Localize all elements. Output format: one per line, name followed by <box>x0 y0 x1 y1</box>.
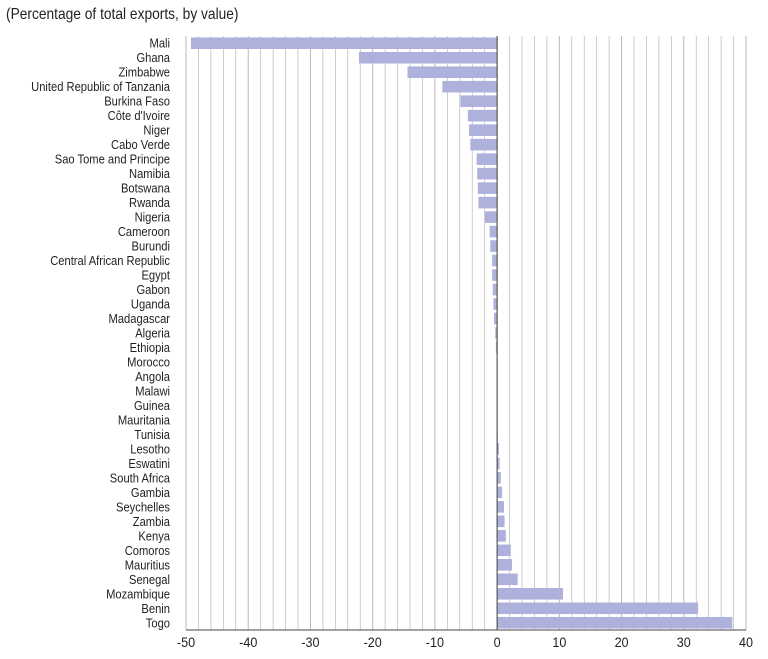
bar-mozambique <box>497 587 564 600</box>
bar-rwanda <box>478 196 498 209</box>
bar-togo <box>497 616 733 629</box>
category-label: Seychelles <box>116 500 170 515</box>
bar-seychelles <box>497 501 504 513</box>
x-tick-label: -10 <box>426 634 444 650</box>
category-label: Namibia <box>129 166 170 181</box>
category-label: Sao Tome and Principe <box>55 152 170 167</box>
category-label: Burundi <box>132 239 170 254</box>
category-label: Gambia <box>131 485 170 500</box>
category-label: Mozambique <box>106 586 170 601</box>
category-label: Benin <box>141 601 170 616</box>
category-label: Rwanda <box>129 195 170 210</box>
bar-nigeria <box>484 211 498 223</box>
bar-ethiopia <box>495 341 498 354</box>
category-label: Angola <box>135 369 170 384</box>
bar-eswatini <box>497 457 500 470</box>
bar-kenya <box>497 530 506 542</box>
category-label: South Africa <box>110 471 170 486</box>
gridlines <box>185 36 747 630</box>
bar-c-te-d-ivoire <box>467 109 498 122</box>
category-label: Algeria <box>135 326 170 341</box>
bar-central-african-republic <box>492 254 498 267</box>
bar-niger <box>469 124 498 136</box>
x-tick-label: -20 <box>364 634 382 650</box>
category-label: Mauritius <box>125 558 170 573</box>
bar-burkina-faso <box>460 95 498 107</box>
bar-mauritius <box>497 559 513 571</box>
category-label: Tunisia <box>134 427 170 442</box>
bar-mali <box>190 37 498 50</box>
x-tick-label: 20 <box>615 634 629 650</box>
chart-subtitle: (Percentage of total exports, by value) <box>6 6 239 23</box>
category-label: Cabo Verde <box>111 137 170 152</box>
x-tick-label: -30 <box>301 634 319 650</box>
category-label: Central African Republic <box>50 253 170 268</box>
bar-gabon <box>492 283 498 296</box>
bar-namibia <box>477 167 498 180</box>
category-label: Zambia <box>133 514 170 529</box>
bar-uganda <box>493 298 498 310</box>
bar-comoros <box>497 544 511 557</box>
x-tick-label: 10 <box>552 634 566 650</box>
bar-burundi <box>490 240 498 252</box>
axes <box>186 36 746 631</box>
bar-lesotho <box>497 443 499 455</box>
bar-algeria <box>495 327 498 339</box>
category-label: Gabon <box>136 282 170 297</box>
category-label: Madagascar <box>109 311 170 326</box>
category-label: Togo <box>146 615 170 630</box>
x-tick-label: 30 <box>677 634 691 650</box>
category-label: Burkina Faso <box>104 94 170 109</box>
bar-cabo-verde <box>470 138 498 151</box>
category-label: Senegal <box>129 572 170 587</box>
bar-zambia <box>497 515 505 528</box>
category-label: Cameroon <box>118 224 170 239</box>
category-label: Lesotho <box>130 442 170 457</box>
category-label: Zimbabwe <box>118 65 170 80</box>
category-label: Morocco <box>127 355 170 370</box>
category-label: United Republic of Tanzania <box>31 79 170 94</box>
x-tick-label: 0 <box>494 634 501 650</box>
x-tick-label: -50 <box>177 634 195 650</box>
x-tick-label: 40 <box>739 634 753 650</box>
category-label: Comoros <box>125 543 170 558</box>
category-label: Nigeria <box>135 210 171 225</box>
bars <box>190 37 733 629</box>
bar-madagascar <box>494 312 498 325</box>
x-tick-label: -40 <box>239 634 257 650</box>
bar-botswana <box>477 182 498 194</box>
category-label: Mauritania <box>118 413 170 428</box>
bar-benin <box>497 602 699 615</box>
bar-egypt <box>492 269 498 281</box>
category-label: Niger <box>143 123 170 138</box>
category-label: Ethiopia <box>130 340 171 355</box>
bar-ghana <box>358 51 498 64</box>
bar-senegal <box>497 573 518 586</box>
category-label: Guinea <box>134 398 170 413</box>
category-label: Côte d'Ivoire <box>108 108 171 123</box>
category-label: Botswana <box>121 181 170 196</box>
bar-united-republic-of-tanzania <box>442 80 498 93</box>
bar-gambia <box>497 486 503 499</box>
tick-labels: -50 -40 -30 -20 -10 0 10 20 30 40 <box>177 634 753 650</box>
category-label: Mali <box>150 36 170 51</box>
category-label: Egypt <box>141 268 170 283</box>
category-label: Ghana <box>136 50 170 65</box>
category-label: Eswatini <box>128 456 170 471</box>
bar-cameroon <box>489 225 498 238</box>
bar-zimbabwe <box>407 66 498 79</box>
category-label: Kenya <box>138 529 170 544</box>
bar-south-africa <box>497 472 501 484</box>
category-label: Uganda <box>131 297 170 312</box>
bar-sao-tome-and-principe <box>476 153 498 165</box>
category-label: Malawi <box>135 384 170 399</box>
